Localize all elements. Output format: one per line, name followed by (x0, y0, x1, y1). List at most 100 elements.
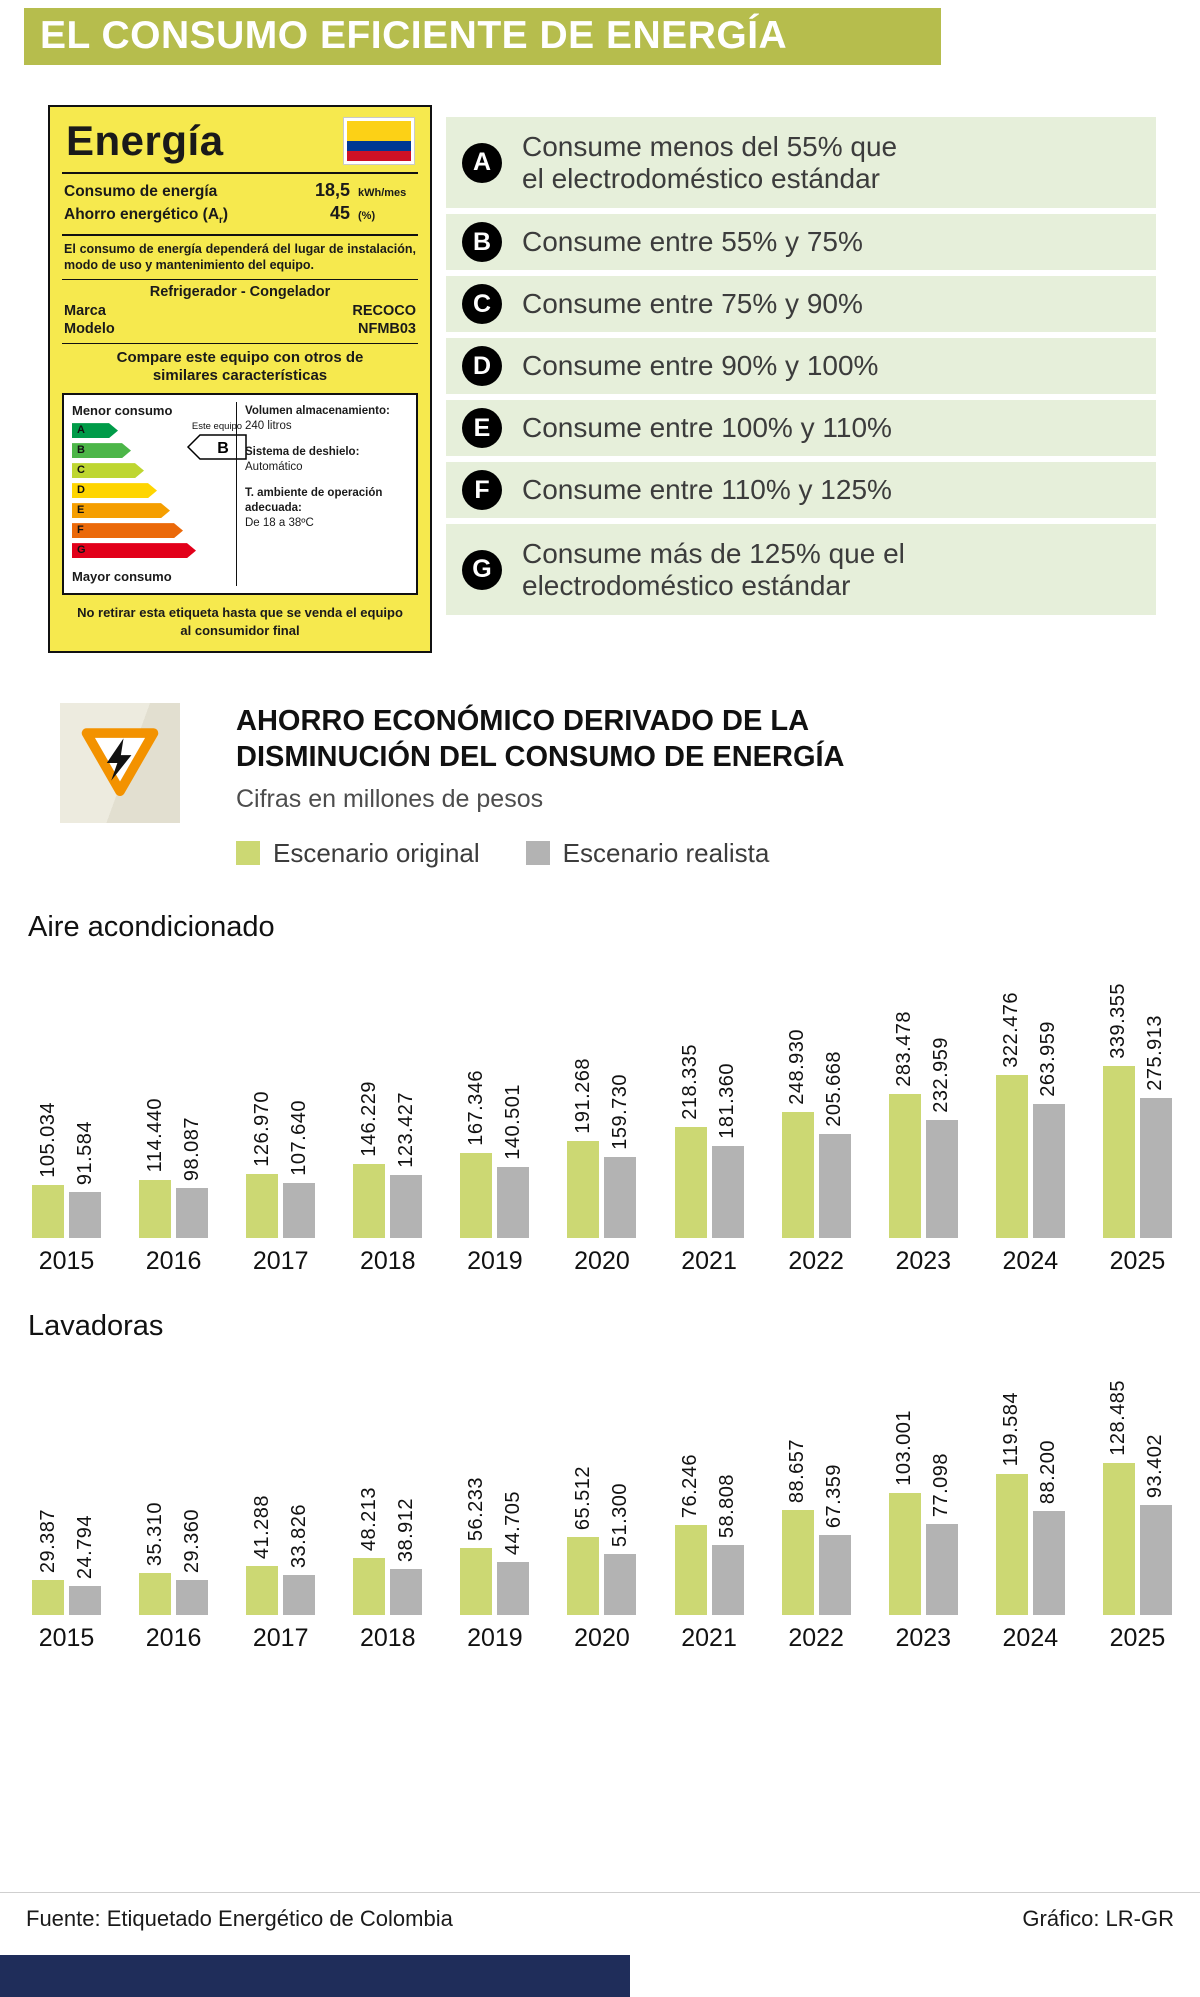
rating-row-E: E Consume entre 100% y 110% (446, 400, 1156, 456)
bar-value-label: 58.808 (716, 1473, 739, 1538)
bar-value-label: 41.288 (250, 1494, 273, 1559)
bar (567, 1140, 600, 1238)
bar-realista: 33.826 (283, 1504, 316, 1615)
rating-text-line: Consume entre 55% y 75% (522, 226, 863, 258)
bar-realista: 44.705 (497, 1491, 530, 1615)
bar-original: 248.930 (781, 1029, 814, 1238)
year-label: 2015 (38, 1623, 95, 1652)
bar-realista: 67.359 (818, 1464, 851, 1615)
bar (781, 1111, 814, 1238)
rating-text-line: Consume más de 125% que el (522, 538, 905, 570)
bar (781, 1509, 814, 1615)
bar-value-label: 275.913 (1144, 1014, 1167, 1091)
bar-original: 167.346 (460, 1070, 493, 1238)
rating-text: Consume entre 100% y 110% (522, 412, 892, 443)
bar-value-label: 29.360 (180, 1508, 203, 1573)
spec-value: De 18 a 38ºC (245, 516, 314, 529)
bar (888, 1093, 921, 1238)
year-label: 2020 (574, 1246, 630, 1275)
bar-value-label: 103.001 (893, 1409, 916, 1486)
bar (1102, 1065, 1135, 1238)
bar-realista: 98.087 (176, 1117, 209, 1238)
bar-group-2016: 35.310 29.360 2016 (139, 1347, 209, 1653)
rating-row-A: A Consume menos del 55% que el electrodomé… (446, 117, 1156, 208)
rating-badge: G (462, 549, 502, 590)
bar-realista: 159.730 (604, 1074, 637, 1238)
year-label: 2024 (1002, 1246, 1059, 1275)
rating-text-line: Consume entre 100% y 110% (522, 412, 892, 444)
mayor-consumo-label: Mayor consumo (72, 569, 172, 585)
year-label: 2015 (38, 1246, 95, 1275)
year-label: 2019 (467, 1623, 523, 1652)
year-label: 2025 (1109, 1246, 1166, 1275)
bar-realista: 51.300 (604, 1483, 637, 1615)
bar (69, 1191, 101, 1238)
chart-lavadoras: Lavadoras 29.387 24.794 2015 35.310 29.360 20… (0, 1310, 1200, 1653)
bar-group-2018: 146.229 123.427 2018 (353, 948, 423, 1276)
efficiency-arrow-B: B (72, 443, 131, 458)
year-label: 2018 (359, 1246, 416, 1275)
bar-realista: 58.808 (711, 1473, 744, 1615)
bar-group-2025: 128.485 93.402 2025 (1102, 1347, 1172, 1653)
bar-realista: 123.427 (390, 1092, 423, 1238)
spec-item: Volumen almacenamiento: 240 litros (245, 404, 410, 434)
bar (283, 1574, 316, 1615)
rating-text: Consume menos del 55% que el electrodomés… (522, 131, 897, 194)
footer-credit: Gráfico: LR-GR (1022, 1906, 1174, 1931)
bar-value-label: 218.335 (679, 1043, 702, 1120)
bar-chart: 29.387 24.794 2015 35.310 29.360 2016 41.288 33… (26, 1347, 1178, 1653)
year-label: 2016 (145, 1246, 202, 1275)
bar-realista: 91.584 (69, 1121, 101, 1238)
bar-original: 88.657 (781, 1439, 814, 1615)
bar (353, 1557, 386, 1615)
bar (246, 1565, 279, 1615)
bar-original: 105.034 (32, 1102, 64, 1238)
chart-title: Aire acondicionado (28, 910, 275, 943)
rating-row-F: F Consume entre 110% y 125% (446, 462, 1156, 518)
bar-group-2015: 29.387 24.794 2015 (32, 1347, 101, 1653)
bar-value-label: 339.355 (1107, 982, 1130, 1059)
bar-group-2025: 339.355 275.913 2025 (1102, 948, 1172, 1276)
bar-original: 119.584 (995, 1392, 1028, 1615)
bar-original: 65.512 (567, 1466, 600, 1615)
energy-saving-row: Ahorro energético (Ar) 45 (%) (62, 202, 418, 227)
menor-consumo-label: Menor consumo (72, 403, 173, 419)
bar-group-2024: 322.476 263.959 2024 (995, 948, 1065, 1276)
model-row: Modelo NFMB03 (62, 320, 418, 338)
year-label: 2023 (895, 1246, 952, 1275)
bar-realista: 232.959 (925, 1037, 958, 1238)
rating-text-line: Consume entre 110% y 125% (522, 474, 892, 506)
bar-realista: 38.912 (390, 1498, 423, 1615)
divider (62, 172, 418, 174)
bar (32, 1184, 64, 1238)
divider (236, 402, 237, 587)
appliance-specs: Volumen almacenamiento: 240 litros Sistema… (245, 404, 410, 542)
efficiency-letter: D (77, 484, 85, 497)
bar (818, 1133, 851, 1238)
efficiency-letter: B (77, 444, 85, 457)
consumption-label: Consumo de energía (64, 183, 218, 200)
rating-badge: B (462, 222, 502, 262)
page-title: EL CONSUMO EFICIENTE DE ENERGÍA (24, 8, 941, 65)
bar-original: 29.387 (32, 1509, 64, 1615)
bar-value-label: 24.794 (73, 1514, 96, 1579)
efficiency-arrow-G: G (72, 543, 196, 558)
bar-group-2017: 126.970 107.640 2017 (246, 948, 316, 1276)
efficiency-letter: F (77, 524, 84, 537)
legend-item: Escenario realista (525, 838, 769, 869)
spec-value: 240 litros (245, 420, 292, 433)
bar-realista: 107.640 (283, 1100, 316, 1238)
spec-value: Automático (245, 460, 303, 473)
rating-text-line: electrodoméstico estándar (522, 569, 851, 601)
bar (674, 1126, 707, 1238)
savings-section: AHORRO ECONÓMICO DERIVADO DE LA DISMINUC… (60, 703, 1200, 869)
bar-group-2020: 191.268 159.730 2020 (567, 948, 637, 1276)
year-label: 2023 (895, 1623, 952, 1652)
bar-original: 283.478 (888, 1011, 921, 1238)
colombia-flag-icon (343, 117, 415, 165)
brand-label: Marca (64, 302, 106, 319)
bar-realista: 29.360 (176, 1508, 209, 1615)
compare-text: Compare este equipo con otros de similar… (116, 348, 364, 385)
spec-item: Sistema de deshielo: Automático (245, 445, 410, 475)
